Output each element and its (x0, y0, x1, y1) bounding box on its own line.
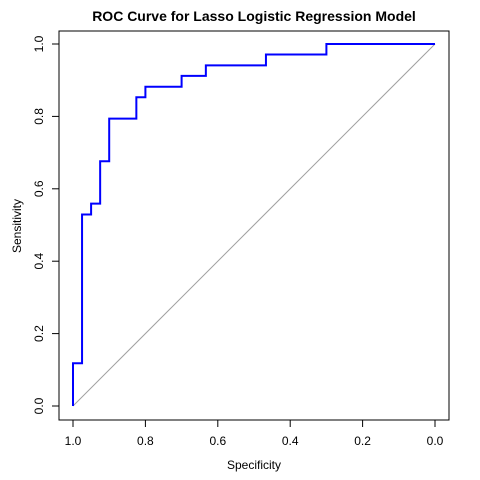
y-tick-label: 0.0 (32, 397, 46, 414)
x-tick-label: 0.2 (354, 434, 371, 448)
y-tick-label: 0.2 (32, 325, 46, 342)
x-tick-label: 0.6 (209, 434, 226, 448)
x-tick-label: 0.0 (427, 434, 444, 448)
x-axis: 1.0 0.8 0.6 0.4 0.2 0.0 (65, 419, 444, 448)
y-axis-label: Sensitivity (10, 199, 24, 253)
x-tick-label: 0.8 (137, 434, 154, 448)
y-tick-label: 0.6 (32, 180, 46, 197)
chart-title: ROC Curve for Lasso Logistic Regression … (92, 8, 416, 24)
plot-area (72, 43, 436, 407)
y-axis: 0.0 0.2 0.4 0.6 0.8 1.0 (32, 35, 60, 414)
y-tick-label: 1.0 (32, 35, 46, 52)
roc-curve-series-0 (72, 43, 435, 406)
x-tick-label: 0.4 (282, 434, 299, 448)
x-axis-label: Specificity (227, 458, 281, 472)
y-tick-label: 0.8 (32, 108, 46, 125)
x-tick-label: 1.0 (65, 434, 82, 448)
reference-diagonal-line (72, 43, 436, 407)
y-tick-label: 0.4 (32, 253, 46, 270)
